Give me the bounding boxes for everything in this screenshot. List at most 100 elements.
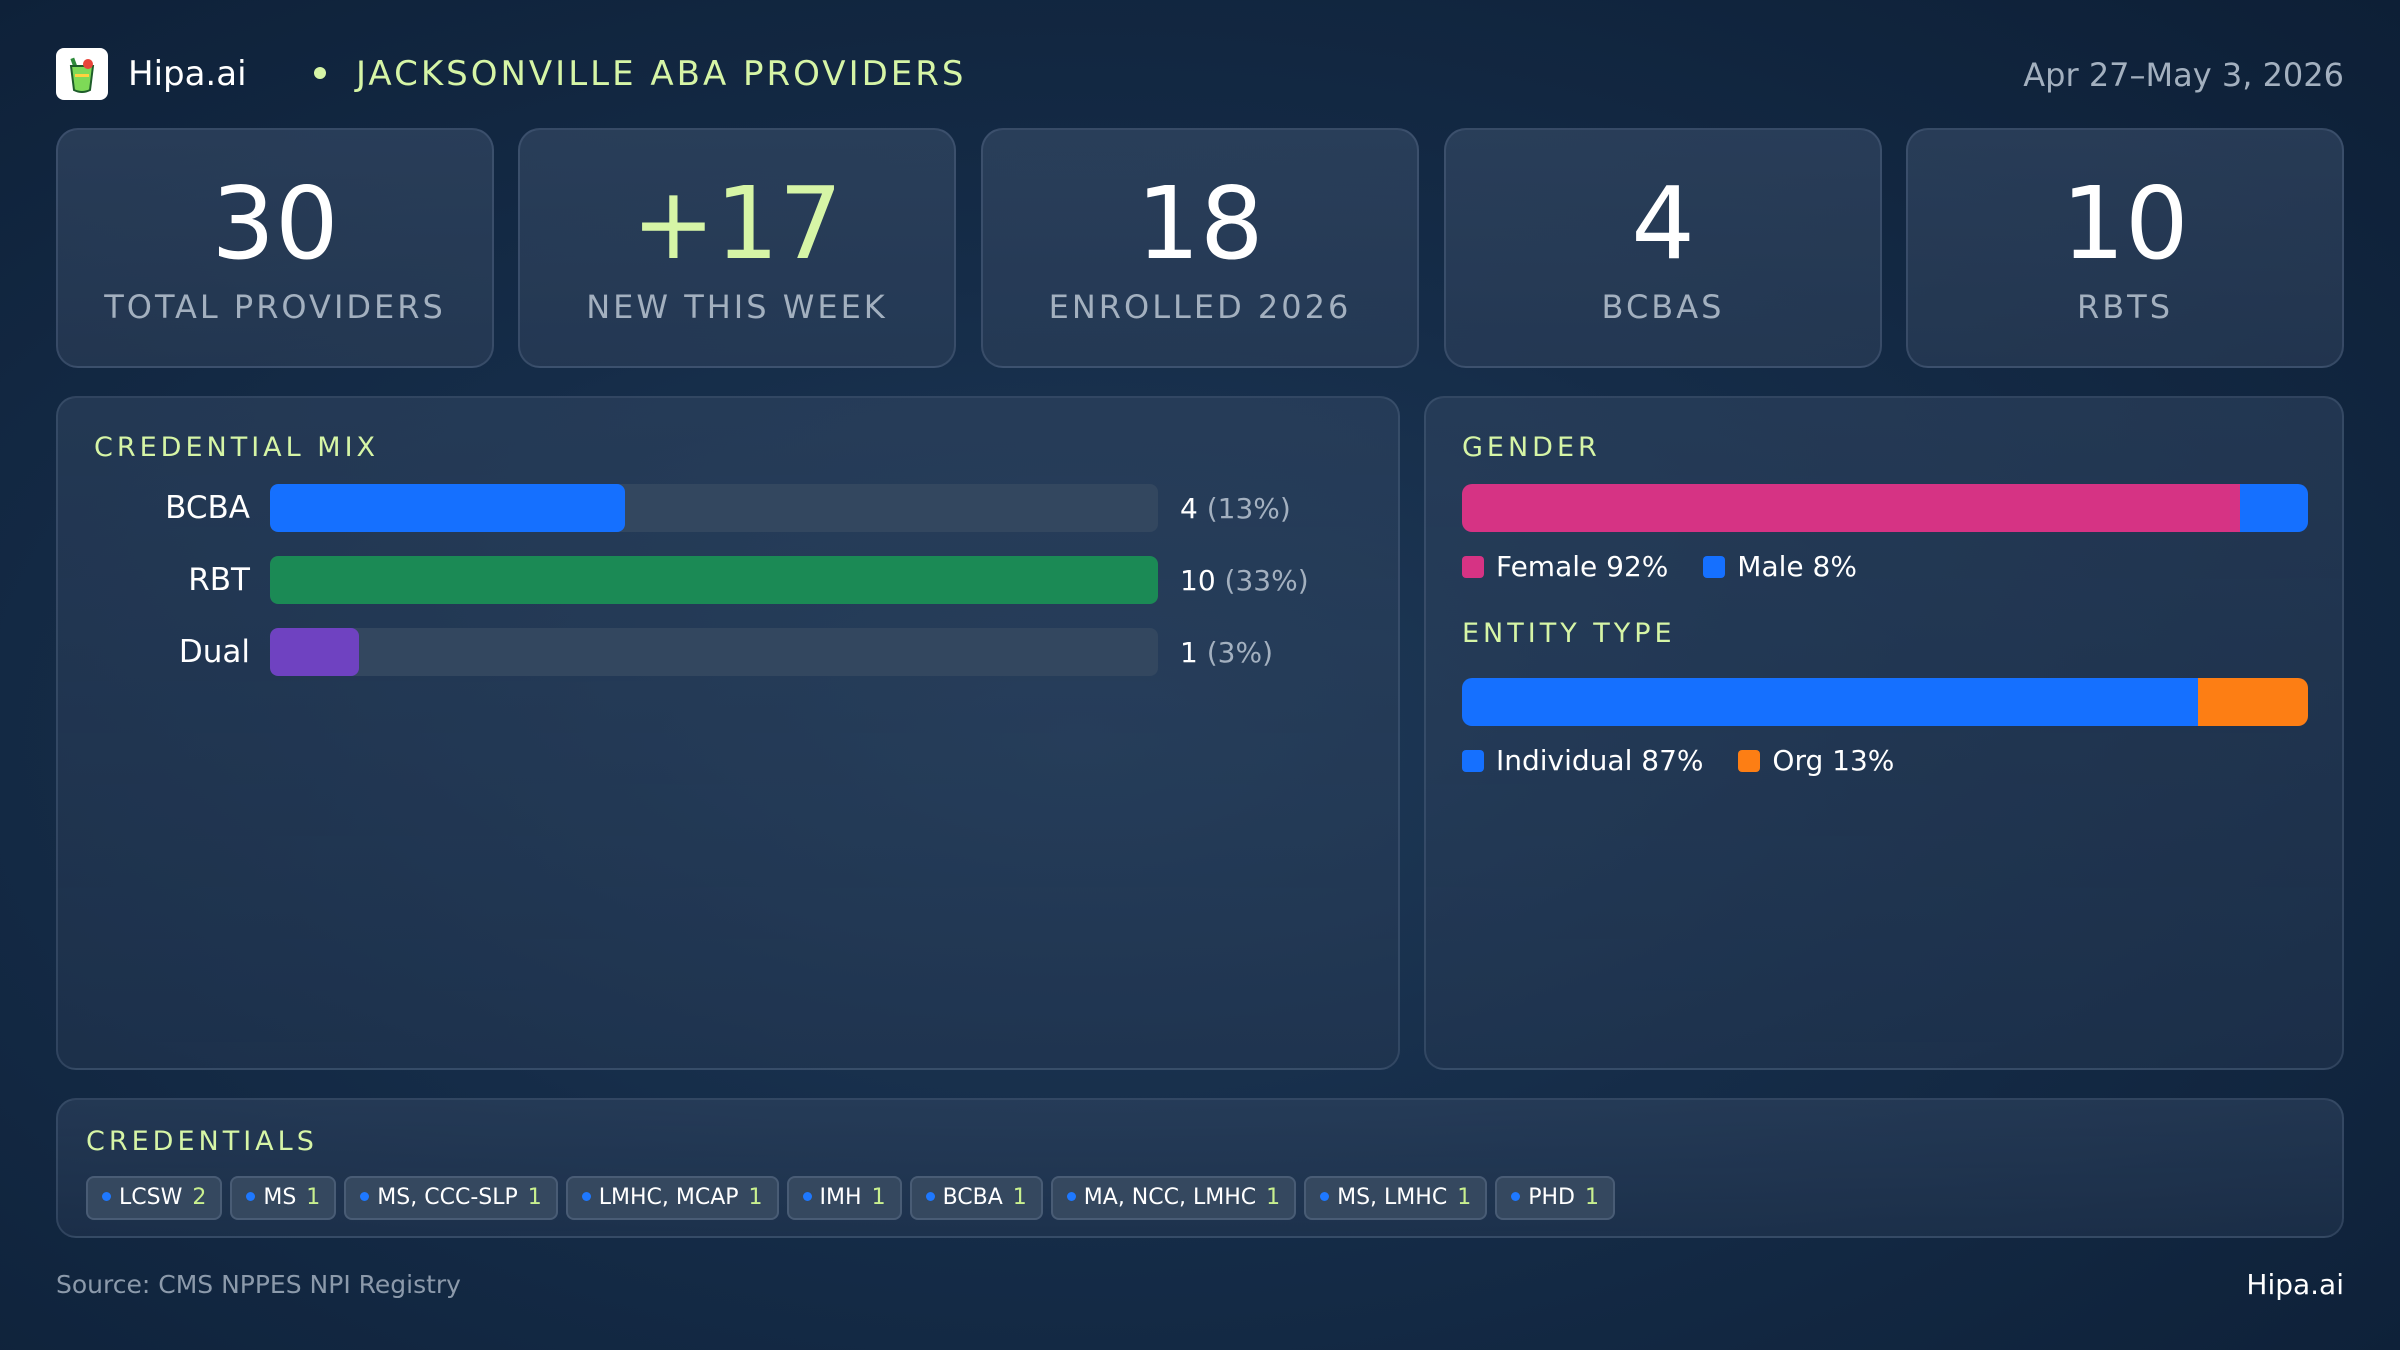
bar-track xyxy=(270,484,1158,532)
kpi-enrolled-2026: 18 ENROLLED 2026 xyxy=(981,128,1419,368)
bar-value: 4 (13%) xyxy=(1180,492,1291,525)
credential-chip[interactable]: MS, LMHC 1 xyxy=(1304,1176,1488,1220)
legend-swatch xyxy=(1462,556,1484,578)
credential-chip[interactable]: MA, NCC, LMHC 1 xyxy=(1050,1176,1297,1220)
drink-cup-icon[interactable] xyxy=(56,48,108,100)
bar-percent: (3%) xyxy=(1206,636,1274,669)
kpi-label: TOTAL PROVIDERS xyxy=(104,288,446,326)
chip-name: LMHC, MCAP xyxy=(598,1185,739,1210)
credential-chip[interactable]: IMH 1 xyxy=(786,1176,902,1220)
kpi-value: 18 xyxy=(1136,165,1264,282)
credential-chip[interactable]: LCSW 2 xyxy=(86,1176,223,1220)
panel-title: CREDENTIAL MIX xyxy=(94,432,380,463)
kpi-rbts: 10 RBTS xyxy=(1906,128,2344,368)
demographics-panel: GENDER Female 92% Male 8% ENTITY TYPE In… xyxy=(1424,396,2344,1070)
legend-item-org: Org 13% xyxy=(1738,744,1894,777)
chip-dot xyxy=(925,1192,935,1201)
title-separator-dot xyxy=(314,67,326,79)
chip-count: 1 xyxy=(1012,1185,1027,1210)
chip-name: LCSW xyxy=(119,1185,183,1210)
bar-percent: (13%) xyxy=(1206,492,1291,525)
credential-chip[interactable]: PHD 1 xyxy=(1495,1176,1615,1220)
bar-count: 1 xyxy=(1180,636,1198,669)
footer-brand[interactable]: Hipa.ai xyxy=(2246,1268,2344,1301)
bar-value: 1 (3%) xyxy=(1180,636,1273,669)
legend-item-individual: Individual 87% xyxy=(1462,744,1704,777)
bar-row-bcba: BCBA 4 (13%) xyxy=(94,484,1374,532)
bar-label: RBT xyxy=(188,562,250,598)
entity-type-title: ENTITY TYPE xyxy=(1462,618,1676,649)
legend-label: Female 92% xyxy=(1496,550,1669,583)
chip-count: 1 xyxy=(748,1185,763,1210)
bar-percent: (33%) xyxy=(1224,564,1309,597)
legend-swatch xyxy=(1738,750,1761,772)
bar-track xyxy=(270,628,1158,676)
bar-value: 10 (33%) xyxy=(1180,564,1309,597)
bar-fill xyxy=(270,484,626,532)
chip-count: 2 xyxy=(192,1185,207,1210)
date-range: Apr 27–May 3, 2026 xyxy=(2023,56,2344,94)
kpi-value: 30 xyxy=(211,165,339,282)
kpi-label: NEW THIS WEEK xyxy=(586,288,888,326)
kpi-label: BCBAS xyxy=(1601,288,1725,326)
chip-count: 1 xyxy=(1584,1185,1599,1210)
kpi-value: +17 xyxy=(631,165,843,282)
kpi-value: 4 xyxy=(1631,165,1695,282)
entity-segment-individual xyxy=(1462,678,2199,726)
bar-label: BCBA xyxy=(165,490,250,526)
kpi-bcbas: 4 BCBAS xyxy=(1444,128,1882,368)
chip-count: 1 xyxy=(1266,1185,1281,1210)
chip-count: 1 xyxy=(306,1185,321,1210)
kpi-total-providers: 30 TOTAL PROVIDERS xyxy=(56,128,494,368)
chip-count: 1 xyxy=(871,1185,886,1210)
gender-segment-male xyxy=(2240,484,2308,532)
gender-stacked-bar xyxy=(1462,484,2308,532)
chip-dot xyxy=(802,1192,812,1201)
brand-name: Hipa.ai xyxy=(128,54,247,94)
bar-row-dual: Dual 1 (3%) xyxy=(94,628,1374,676)
credentials-panel: CREDENTIALS LCSW 2 MS 1 MS, CCC-SLP 1 LMHC, MC… xyxy=(56,1098,2344,1238)
panel-title: CREDENTIALS xyxy=(86,1126,318,1157)
credential-chip[interactable]: LMHC, MCAP 1 xyxy=(565,1176,779,1220)
chip-name: IMH xyxy=(819,1185,862,1210)
chip-name: MS xyxy=(263,1185,297,1210)
chip-dot xyxy=(246,1192,256,1201)
kpi-new-this-week: +17 NEW THIS WEEK xyxy=(518,128,956,368)
chip-count: 1 xyxy=(527,1185,542,1210)
bar-track xyxy=(270,556,1158,604)
page-title: JACKSONVILLE ABA PROVIDERS xyxy=(356,54,967,94)
entity-segment-org xyxy=(2198,678,2308,726)
bar-label: Dual xyxy=(178,634,250,670)
chip-dot xyxy=(1066,1192,1076,1201)
legend-item-female: Female 92% xyxy=(1462,550,1668,583)
chip-count: 1 xyxy=(1457,1185,1472,1210)
chip-dot xyxy=(1511,1192,1521,1201)
credential-chip[interactable]: BCBA 1 xyxy=(909,1176,1043,1220)
gender-legend: Female 92% Male 8% xyxy=(1462,550,1883,590)
legend-item-male: Male 8% xyxy=(1703,550,1857,583)
credential-chip[interactable]: MS, CCC-SLP 1 xyxy=(344,1176,558,1220)
chip-dot xyxy=(102,1192,111,1201)
chip-name: BCBA xyxy=(942,1185,1003,1210)
footer-source: Source: CMS NPPES NPI Registry xyxy=(56,1270,461,1299)
kpi-row: 30 TOTAL PROVIDERS +17 NEW THIS WEEK 18 … xyxy=(56,128,2344,368)
chip-dot xyxy=(1320,1192,1330,1201)
entity-type-legend: Individual 87% Org 13% xyxy=(1462,744,1920,784)
header: Hipa.ai JACKSONVILLE ABA PROVIDERS Apr 2… xyxy=(56,48,2344,100)
bar-row-rbt: RBT 10 (33%) xyxy=(94,556,1374,604)
legend-swatch xyxy=(1462,750,1484,772)
credential-mix-panel: CREDENTIAL MIX BCBA 4 (13%) RBT 10 (33%)… xyxy=(56,396,1400,1070)
chip-dot xyxy=(581,1192,591,1201)
bar-fill xyxy=(270,556,1158,604)
bar-count: 10 xyxy=(1180,564,1216,597)
chip-name: MS, CCC-SLP xyxy=(377,1185,518,1210)
kpi-label: ENROLLED 2026 xyxy=(1048,288,1352,326)
chip-name: PHD xyxy=(1528,1185,1575,1210)
credential-chips: LCSW 2 MS 1 MS, CCC-SLP 1 LMHC, MCAP 1 IMH 1 BCBA 1… xyxy=(86,1176,1623,1220)
chip-dot xyxy=(360,1192,370,1201)
legend-label: Individual 87% xyxy=(1496,744,1704,777)
bar-count: 4 xyxy=(1180,492,1198,525)
chip-name: MS, LMHC xyxy=(1337,1185,1448,1210)
credential-chip[interactable]: MS 1 xyxy=(230,1176,337,1220)
bar-fill xyxy=(270,628,359,676)
